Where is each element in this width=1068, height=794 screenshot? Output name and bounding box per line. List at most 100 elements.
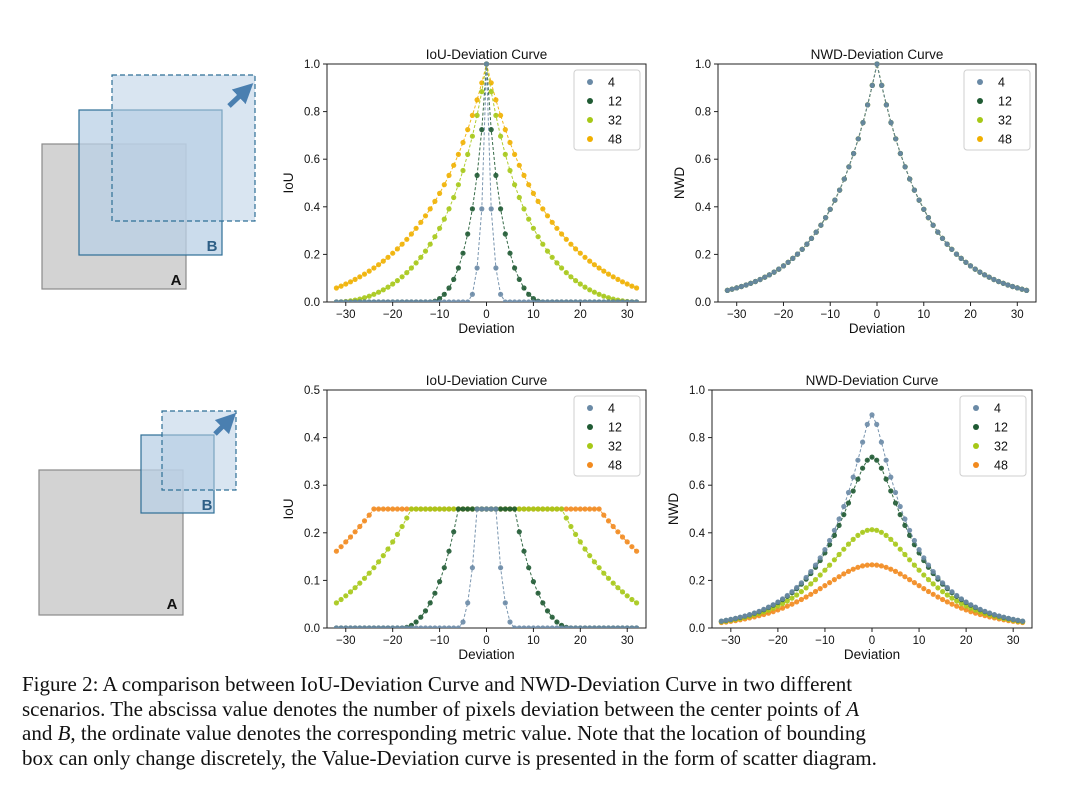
data-point	[1005, 282, 1011, 288]
y-tick-label: 0.2	[304, 249, 320, 261]
data-point	[333, 600, 339, 606]
data-point	[605, 295, 612, 301]
data-point	[940, 580, 946, 586]
data-point	[404, 515, 410, 521]
data-point	[418, 506, 424, 512]
x-tick-label: −10	[430, 309, 450, 321]
data-point	[582, 546, 588, 552]
data-point	[488, 89, 494, 95]
data-point	[474, 172, 480, 178]
y-tick-label: 0.5	[304, 385, 320, 397]
data-point	[878, 529, 885, 535]
data-point	[521, 285, 527, 291]
data-point	[385, 254, 391, 260]
data-point	[789, 595, 795, 601]
box-a-label: A	[167, 596, 178, 613]
data-point	[446, 285, 452, 291]
data-point	[837, 187, 843, 193]
chart-title: NWD-Deviation Curve	[806, 373, 939, 388]
data-point	[511, 506, 518, 512]
data-point	[930, 581, 936, 587]
data-point	[634, 548, 640, 554]
data-point	[892, 541, 899, 547]
data-point	[366, 268, 372, 274]
data-point	[776, 266, 782, 272]
data-point	[907, 557, 913, 563]
data-point	[869, 562, 875, 568]
data-point	[568, 241, 574, 247]
data-point	[432, 590, 438, 596]
data-point	[474, 265, 480, 271]
data-point	[474, 97, 480, 103]
legend-marker	[973, 424, 979, 430]
data-point	[530, 506, 537, 512]
plot-area	[333, 506, 640, 628]
data-point	[451, 506, 457, 512]
series-4	[333, 61, 640, 302]
data-point	[361, 575, 368, 581]
data-point	[582, 625, 588, 628]
series-12	[718, 454, 1026, 624]
data-point	[577, 250, 583, 256]
data-point	[455, 182, 461, 188]
data-point	[605, 271, 612, 277]
data-point	[380, 299, 386, 302]
data-point	[511, 182, 518, 188]
data-point	[498, 506, 504, 512]
data-point	[521, 625, 527, 628]
data-point	[394, 299, 400, 302]
data-point	[986, 274, 992, 280]
data-point	[352, 585, 358, 591]
data-point	[568, 625, 574, 628]
data-point	[860, 439, 866, 445]
data-point	[902, 574, 908, 580]
data-point	[944, 241, 950, 247]
data-point	[573, 625, 579, 628]
data-point	[869, 412, 875, 418]
data-point	[399, 506, 405, 512]
data-point	[526, 216, 532, 222]
data-point	[573, 506, 579, 512]
data-point	[784, 598, 790, 604]
data-point	[977, 269, 983, 275]
data-point	[347, 534, 354, 540]
legend-label: 12	[608, 421, 622, 435]
data-point	[799, 246, 805, 252]
data-point	[591, 299, 597, 302]
data-point	[794, 251, 801, 257]
data-point	[544, 625, 551, 628]
data-point	[347, 625, 354, 628]
data-point	[794, 584, 800, 591]
legend: 4 12 32 48	[573, 69, 641, 151]
data-point	[516, 162, 522, 168]
data-point	[338, 299, 344, 302]
data-point	[404, 299, 410, 302]
data-point	[921, 555, 927, 561]
data-point	[982, 272, 988, 278]
series-32	[333, 506, 640, 606]
data-point	[935, 229, 941, 235]
data-point	[376, 506, 382, 512]
data-point	[907, 527, 913, 533]
data-point	[422, 248, 429, 254]
data-point	[874, 61, 880, 67]
data-point	[930, 591, 936, 597]
data-point	[469, 565, 475, 571]
y-tick-label: 0.1	[304, 575, 320, 587]
x-tick-label: −30	[727, 309, 747, 321]
data-point	[394, 246, 400, 252]
series-4	[724, 61, 1030, 293]
data-point	[921, 586, 927, 592]
data-point	[967, 263, 974, 269]
data-point	[615, 625, 621, 628]
data-point	[549, 506, 555, 512]
data-point	[916, 567, 922, 573]
data-point	[878, 439, 885, 445]
data-point	[380, 287, 386, 293]
box-b-label: B	[202, 497, 213, 514]
data-point	[568, 274, 574, 280]
data-point	[785, 259, 791, 265]
data-point	[841, 176, 847, 182]
chart-title: IoU-Deviation Curve	[426, 373, 548, 388]
x-tick-label: 0	[869, 635, 875, 647]
